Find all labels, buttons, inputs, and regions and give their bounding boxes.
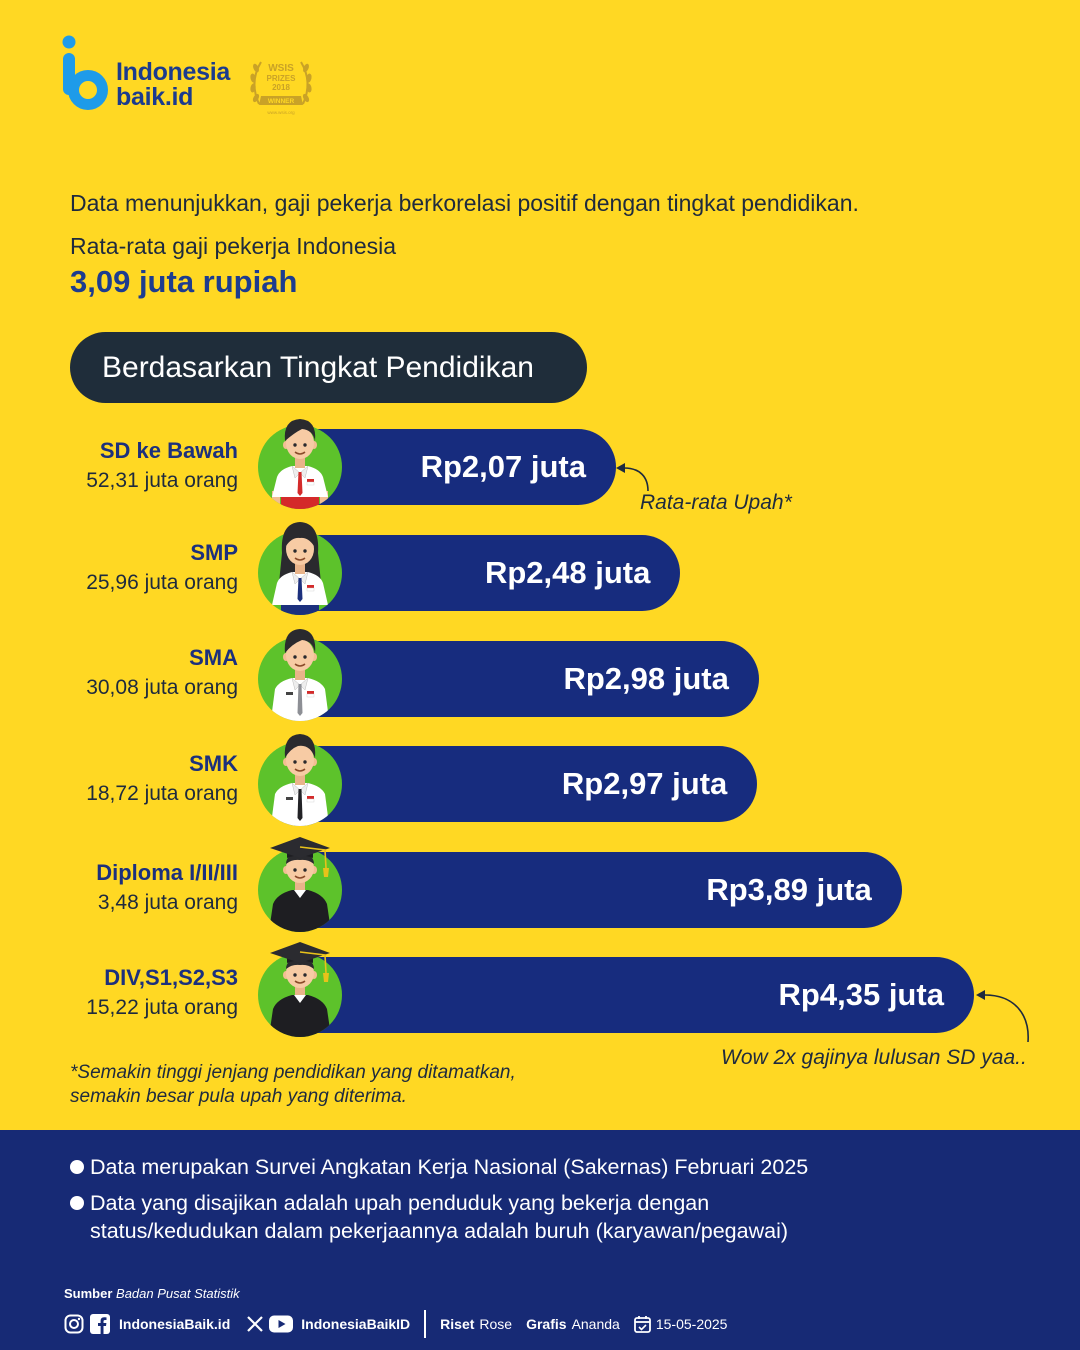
- graphic-value: Ananda: [571, 1316, 620, 1332]
- graphic-label: Grafis: [526, 1316, 567, 1332]
- average-wage-annotation: Rata-rata Upah*: [640, 491, 792, 514]
- note-text: Data yang disajikan adalah upah penduduk…: [90, 1191, 710, 1215]
- source-line: Sumber Badan Pusat Statistik: [64, 1285, 240, 1303]
- salary-bar-sd: Rp2,07 juta: [300, 429, 616, 505]
- social-handle-label: IndonesiaBaikID: [301, 1316, 411, 1332]
- vocational-student-icon: [258, 734, 342, 826]
- salary-value-label: Rp3,89 juta: [706, 872, 872, 907]
- calendar-icon: [633, 1316, 651, 1333]
- salary-value-label: Rp2,07 juta: [420, 449, 586, 484]
- salary-value-label: Rp2,97 juta: [561, 766, 728, 801]
- salary-value-label: Rp2,48 juta: [484, 555, 651, 590]
- diploma-graduate-icon: [258, 837, 342, 932]
- indonesiabaik-logo-icon: [62, 35, 108, 110]
- university-graduate-icon: [258, 942, 342, 1037]
- salary-value-label: Rp4,35 juta: [778, 977, 944, 1012]
- worker-count-label: 3,48 juta orang: [97, 891, 238, 914]
- row-label-university: DIV,S1,S2,S3 15,22 juta orang: [0, 963, 238, 1023]
- website-label: IndonesiaBaik.id: [119, 1316, 231, 1332]
- average-salary-label: Rata-rata gaji pekerja Indonesia: [70, 233, 397, 259]
- salary-value-label: Rp2,98 juta: [563, 661, 729, 696]
- worker-count-label: 30,08 juta orang: [86, 676, 238, 699]
- salary-bar-smk: Rp2,97 juta: [300, 746, 758, 822]
- brand-name-line1: Indonesia: [116, 58, 230, 86]
- comparison-annotation: Wow 2x gajinya lulusan SD yaa..: [721, 1046, 1027, 1069]
- salary-bar-diploma: Rp3,89 juta: [300, 852, 902, 928]
- row-label-sma: SMA 30,08 juta orang: [0, 643, 238, 703]
- average-salary-value: 3,09 juta rupiah: [70, 264, 298, 299]
- brand-name-line2: baik.id: [116, 83, 194, 111]
- curved-arrow-icon: [976, 990, 1029, 1043]
- research-label: Riset: [440, 1316, 475, 1332]
- category-label: SMK: [189, 751, 238, 776]
- wsis-award-badge-icon: WSIS PRIZES 2018 WINNER www.wsis.org: [250, 61, 312, 115]
- category-label: SD ke Bawah: [99, 438, 238, 463]
- date-label: 15-05-2025: [655, 1316, 728, 1332]
- section-title: Berdasarkan Tingkat Pendidikan: [70, 332, 587, 403]
- salary-bar-university: Rp4,35 juta: [300, 957, 974, 1033]
- category-label: Diploma I/II/III: [96, 860, 238, 885]
- note-text: status/kedudukan dalam pekerjaannya adal…: [90, 1219, 789, 1243]
- row-label-smp: SMP 25,96 juta orang: [0, 538, 238, 598]
- junior-high-student-icon: [258, 522, 342, 615]
- worker-count-label: 18,72 juta orang: [86, 782, 238, 805]
- award-line4: WINNER: [268, 98, 295, 105]
- category-label: SMP: [190, 540, 238, 565]
- salary-bar-smp: Rp2,48 juta: [300, 535, 681, 611]
- award-line1: WSIS: [268, 63, 294, 74]
- note-text: Data merupakan Survei Angkatan Kerja Nas…: [90, 1155, 809, 1179]
- bullet-icon: [70, 1196, 84, 1210]
- footer-divider: [424, 1310, 427, 1338]
- category-label: DIV,S1,S2,S3: [104, 965, 238, 990]
- bullet-icon: [70, 1160, 84, 1174]
- x-twitter-icon: [247, 1316, 264, 1332]
- research-value: Rose: [479, 1316, 513, 1332]
- elementary-student-icon: [258, 419, 342, 509]
- category-label: SMA: [189, 645, 238, 670]
- facebook-icon: [90, 1314, 110, 1334]
- award-line3: 2018: [272, 83, 290, 92]
- credits-row: IndonesiaBaik.id IndonesiaBaikID Riset R…: [64, 1310, 727, 1338]
- source-value: Badan Pusat Statistik: [116, 1286, 240, 1301]
- award-line5: www.wsis.org: [267, 110, 295, 115]
- notes-band: [0, 1130, 1080, 1350]
- curved-arrow-icon: [616, 463, 649, 492]
- row-label-sd: SD ke Bawah 52,31 juta orang: [0, 436, 238, 496]
- award-line2: PRIZES: [267, 74, 297, 83]
- worker-count-label: 15,22 juta orang: [86, 996, 238, 1019]
- worker-count-label: 25,96 juta orang: [86, 571, 238, 594]
- salary-bar-sma: Rp2,98 juta: [300, 641, 759, 717]
- youtube-icon: [269, 1315, 294, 1333]
- row-label-smk: SMK 18,72 juta orang: [0, 749, 238, 809]
- worker-count-label: 52,31 juta orang: [86, 469, 238, 492]
- row-label-diploma: Diploma I/II/III 3,48 juta orang: [0, 858, 238, 918]
- senior-high-student-icon: [258, 629, 342, 721]
- footnote-line: *Semakin tinggi jenjang pendidikan yang …: [70, 1062, 516, 1083]
- instagram-icon: [64, 1314, 84, 1334]
- source-label: Sumber: [64, 1286, 113, 1301]
- intro-statement: Data menunjukkan, gaji pekerja berkorela…: [70, 190, 859, 216]
- footnote-line: semakin besar pula upah yang diterima.: [70, 1086, 407, 1107]
